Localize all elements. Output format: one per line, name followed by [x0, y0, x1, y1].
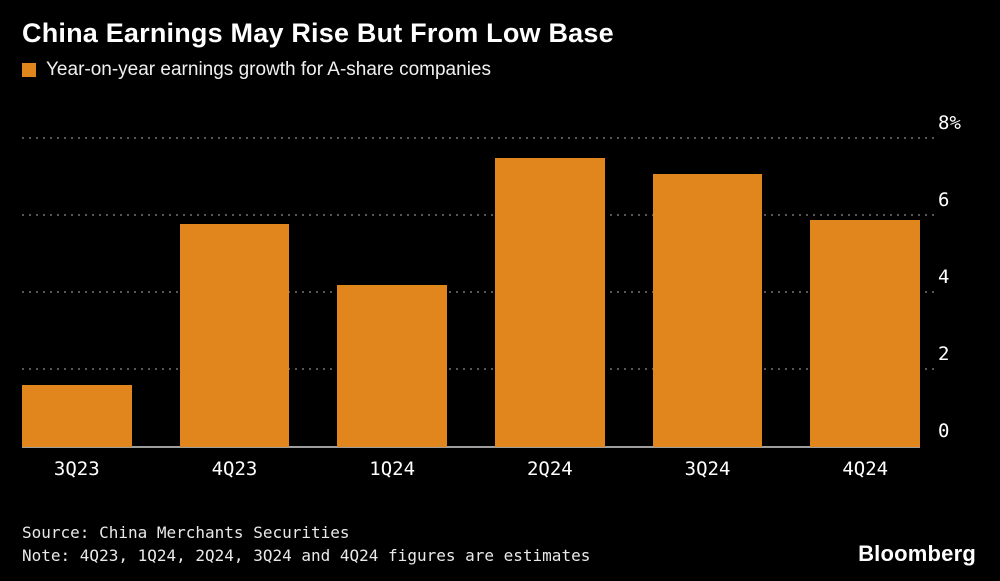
bar-3Q23 [22, 385, 132, 447]
footer-text: Source: China Merchants Securities Note:… [22, 521, 590, 567]
legend-swatch [22, 63, 36, 77]
bloomberg-logo: Bloomberg [858, 541, 976, 566]
source-line: Source: China Merchants Securities [22, 522, 350, 542]
bar-4Q24 [810, 219, 920, 447]
bar-2Q24 [495, 158, 605, 447]
legend: Year-on-year earnings growth for A-share… [22, 59, 978, 81]
gridline-2 [22, 368, 936, 370]
x-label-3Q23: 3Q23 [53, 458, 100, 480]
y-tick-label-8pct: 8% [938, 112, 961, 134]
x-axis-labels: 3Q23 4Q23 1Q24 2Q24 3Q24 4Q24 [22, 458, 920, 480]
x-axis-line [22, 446, 920, 448]
bar-4Q23 [179, 223, 290, 447]
y-tick-label-6: 6 [938, 189, 950, 211]
x-label-4Q23: 4Q23 [211, 458, 258, 480]
legend-label: Year-on-year earnings growth for A-share… [46, 59, 491, 80]
plot-area: 0 2 4 6 8% [22, 114, 961, 448]
x-label-4Q24: 4Q24 [842, 458, 889, 480]
note-line: Note: 4Q23, 1Q24, 2Q24, 3Q24 and 4Q24 fi… [22, 545, 591, 565]
bars-group [22, 139, 920, 447]
y-tick-label-2: 2 [938, 343, 950, 365]
chart-title: China Earnings May Rise But From Low Bas… [22, 18, 614, 48]
gridline-6 [22, 214, 936, 216]
bar-1Q24 [337, 285, 447, 447]
y-tick-label-0: 0 [938, 420, 950, 442]
x-label-2Q24: 2Q24 [526, 458, 573, 480]
x-label-1Q24: 1Q24 [369, 458, 416, 480]
gridline-4 [22, 291, 936, 293]
y-tick-label-4: 4 [938, 266, 950, 288]
x-label-3Q24: 3Q24 [684, 458, 731, 480]
chart-footer: Source: China Merchants Securities Note:… [22, 521, 976, 567]
gridline-8 [22, 137, 936, 139]
bar-3Q24 [652, 173, 763, 447]
